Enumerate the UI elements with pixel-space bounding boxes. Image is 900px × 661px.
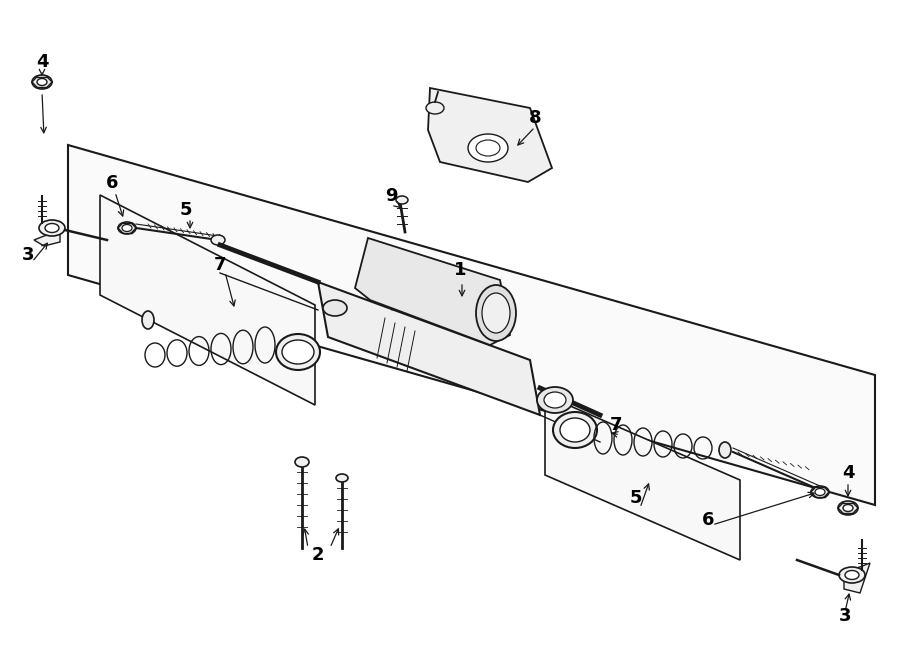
Ellipse shape (838, 501, 858, 515)
Polygon shape (34, 232, 60, 246)
Ellipse shape (39, 220, 65, 236)
Ellipse shape (45, 223, 59, 233)
Text: 2: 2 (311, 546, 324, 564)
Ellipse shape (276, 334, 320, 370)
Ellipse shape (396, 196, 408, 204)
Text: 7: 7 (214, 256, 226, 274)
Ellipse shape (468, 134, 508, 162)
Text: 5: 5 (180, 201, 193, 219)
Ellipse shape (282, 340, 314, 364)
Ellipse shape (122, 225, 132, 231)
Text: 3: 3 (839, 607, 851, 625)
Ellipse shape (811, 486, 829, 498)
Polygon shape (318, 282, 540, 415)
Text: 1: 1 (454, 261, 466, 279)
Ellipse shape (843, 504, 853, 512)
Polygon shape (428, 88, 552, 182)
Ellipse shape (544, 392, 566, 408)
Text: 5: 5 (630, 489, 643, 507)
Polygon shape (68, 145, 875, 505)
Ellipse shape (560, 418, 590, 442)
Ellipse shape (476, 285, 516, 341)
Polygon shape (355, 238, 510, 345)
Text: 6: 6 (106, 174, 118, 192)
Text: 3: 3 (22, 246, 34, 264)
Ellipse shape (839, 567, 865, 583)
Ellipse shape (482, 293, 510, 333)
Ellipse shape (323, 300, 347, 316)
Ellipse shape (815, 488, 825, 496)
Polygon shape (100, 195, 315, 405)
Ellipse shape (32, 75, 52, 89)
Text: 7: 7 (610, 416, 622, 434)
Text: 4: 4 (842, 464, 854, 482)
Ellipse shape (211, 235, 225, 245)
Text: 6: 6 (702, 511, 715, 529)
Ellipse shape (553, 412, 597, 448)
Ellipse shape (845, 570, 859, 580)
Ellipse shape (719, 442, 731, 458)
Text: 8: 8 (528, 109, 541, 127)
Polygon shape (545, 395, 740, 560)
Ellipse shape (118, 222, 136, 234)
Ellipse shape (142, 311, 154, 329)
Ellipse shape (336, 474, 348, 482)
Text: 9: 9 (385, 187, 397, 205)
Ellipse shape (295, 457, 309, 467)
Ellipse shape (476, 140, 500, 156)
Ellipse shape (426, 102, 444, 114)
Ellipse shape (537, 387, 573, 413)
Ellipse shape (37, 79, 47, 85)
Polygon shape (844, 563, 870, 593)
Text: 4: 4 (36, 53, 49, 71)
